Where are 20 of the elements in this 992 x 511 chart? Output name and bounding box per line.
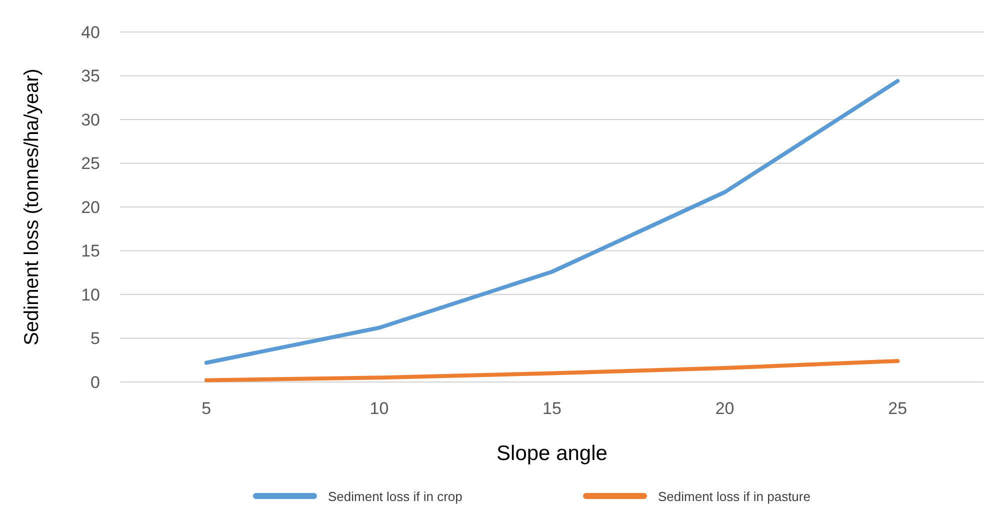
legend-label: Sediment loss if in pasture	[658, 489, 810, 504]
legend-label: Sediment loss if in crop	[328, 489, 462, 504]
y-tick-label: 25	[81, 154, 100, 174]
x-tick-label: 15	[542, 399, 562, 418]
y-tick-label: 10	[81, 285, 100, 304]
x-tick-label: 10	[370, 399, 389, 418]
y-tick-label: 15	[81, 242, 100, 261]
y-tick-label: 20	[81, 198, 100, 217]
y-axis-title: Sediment loss (tonnes/ha/year)	[21, 68, 43, 346]
x-tick-label: 5	[202, 399, 212, 418]
y-tick-label: 0	[90, 372, 100, 392]
line-series	[204, 359, 900, 382]
line-series	[204, 79, 900, 365]
x-tick-label: 25	[888, 399, 908, 418]
y-tick-label: 35	[81, 66, 100, 86]
x-tick-label: 20	[715, 399, 734, 418]
y-tick-label: 40	[81, 22, 100, 42]
x-axis-title: Slope angle	[496, 442, 608, 465]
y-tick-label: 30	[81, 110, 100, 130]
y-tick-label: 5	[90, 329, 100, 348]
